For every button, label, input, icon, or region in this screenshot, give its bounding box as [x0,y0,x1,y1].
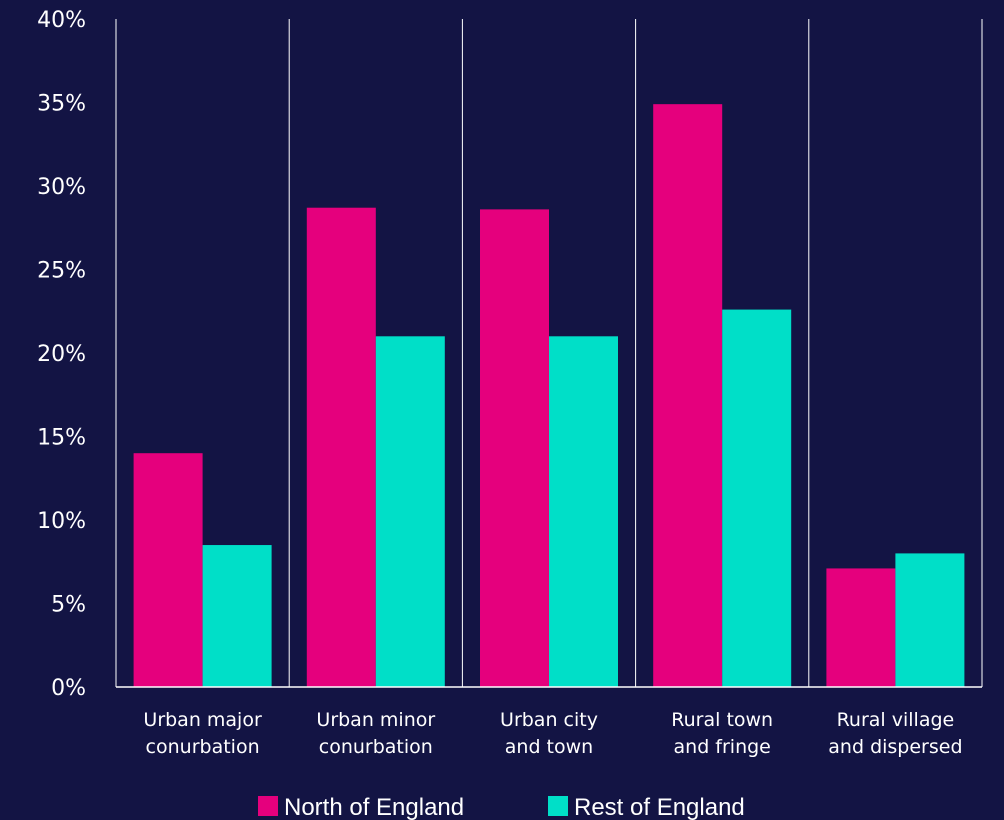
legend-label: Rest of England [574,794,745,820]
bar [306,207,376,687]
y-tick-label: 10% [37,509,86,534]
bar [480,209,549,687]
legend-label: North of England [284,794,464,820]
x-category-label: Rural village [837,709,955,731]
x-category-label: Urban city [500,709,598,731]
y-tick-label: 5% [51,593,86,618]
bar [202,545,272,687]
y-tick-label: 35% [37,92,86,117]
y-tick-label: 30% [37,175,86,200]
x-category-label: and fringe [674,736,771,758]
y-tick-label: 40% [37,8,86,33]
bar [549,336,618,687]
y-tick-label: 25% [37,259,86,284]
bar [722,309,792,687]
bar [653,104,723,688]
bar [133,453,203,687]
x-axis-categories: Urban major conurbation Urban minor conurba… [143,709,962,758]
x-category-label: Urban major [143,709,262,731]
bar [895,553,965,687]
y-tick-label: 20% [37,342,86,367]
y-tick-label: 15% [37,426,86,451]
y-tick-label: 0% [51,676,86,701]
category-separators [115,19,983,687]
bars [133,104,965,688]
bar [826,568,896,687]
bar [375,336,445,687]
x-category-label: and dispersed [828,736,962,758]
x-category-label: Urban minor [316,709,435,731]
x-category-label: Rural town [671,709,773,731]
y-axis-ticks: 0% 5% 10% 15% 20% 25% 30% 35% 40% [37,8,86,701]
x-category-label: conurbation [319,736,433,758]
legend-swatch [258,796,278,816]
legend: North of England Rest of England [258,794,745,820]
x-category-label: and town [505,736,593,758]
legend-swatch [548,796,568,816]
x-category-label: conurbation [146,736,260,758]
